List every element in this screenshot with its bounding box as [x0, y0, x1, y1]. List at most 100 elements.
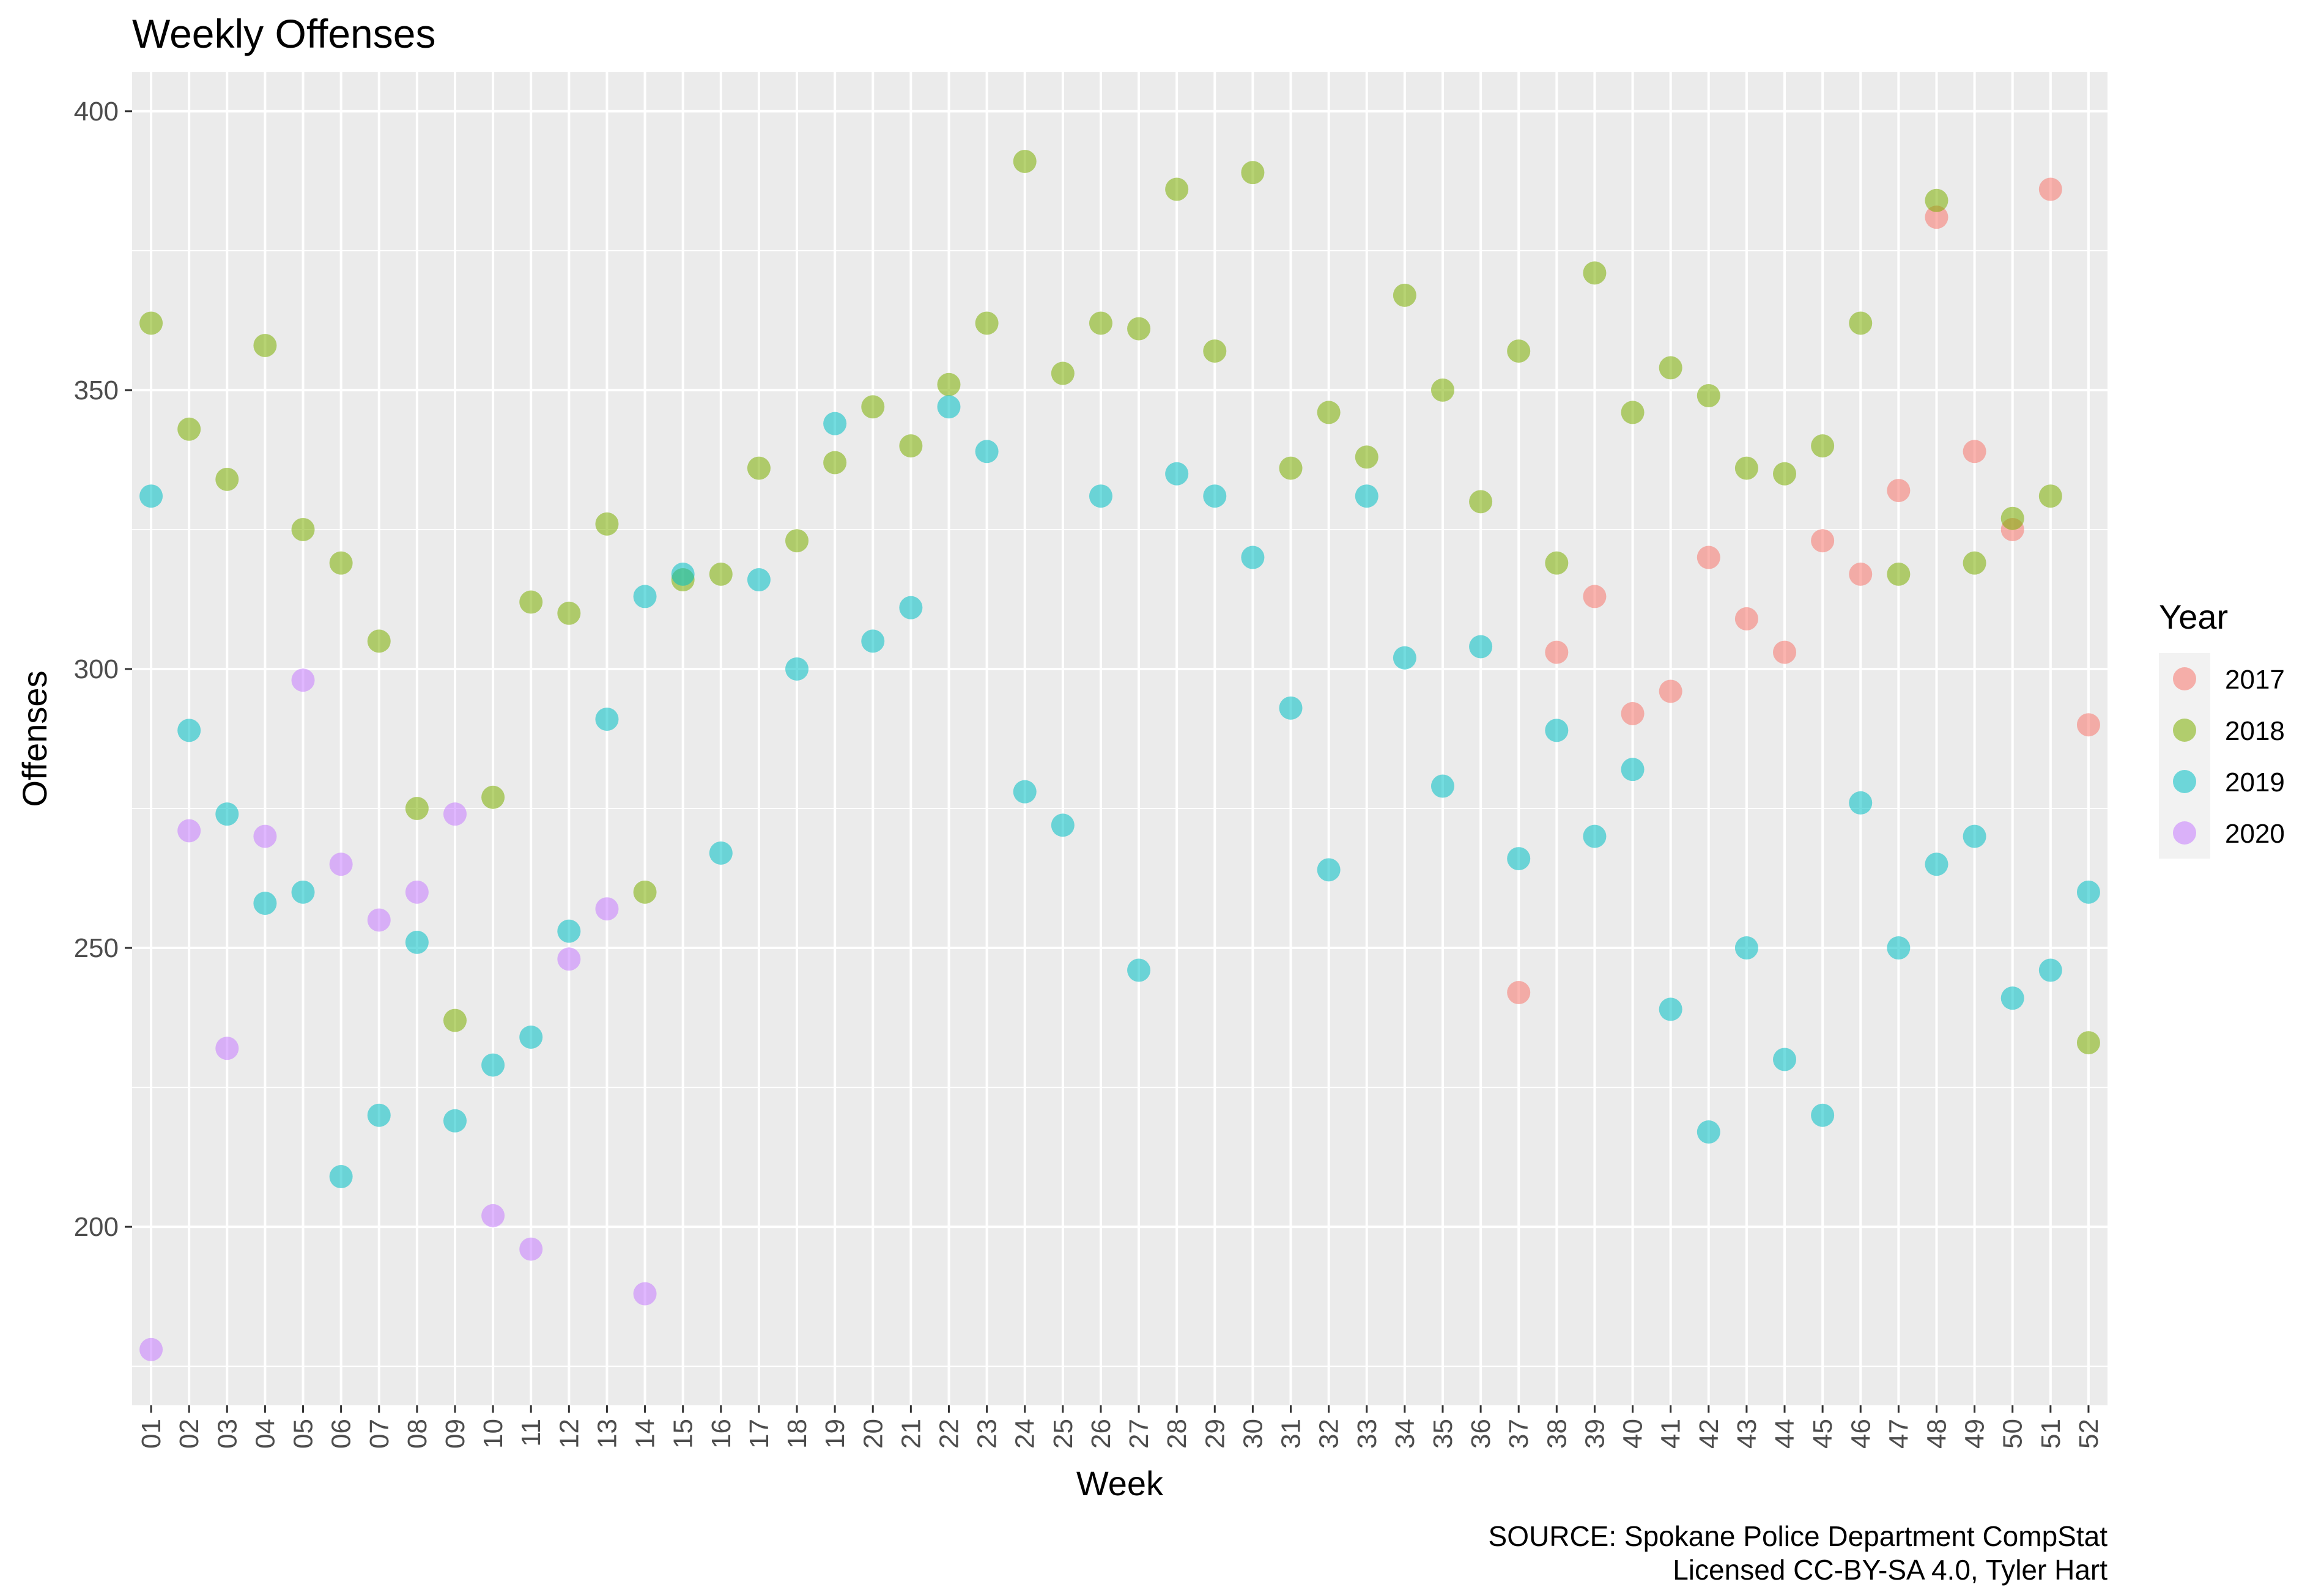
point-2018-week-37 [1507, 339, 1531, 363]
point-2018-week-45 [1811, 434, 1835, 458]
point-2018-week-46 [1849, 311, 1873, 335]
point-2018-week-44 [1773, 462, 1797, 486]
point-2018-week-02 [177, 417, 201, 441]
point-2018-week-23 [975, 311, 999, 335]
point-2020-week-11 [519, 1237, 543, 1261]
x-tick-label: 27 [1124, 1419, 1154, 1449]
x-tick-label: 32 [1314, 1419, 1344, 1449]
x-tick-label: 33 [1352, 1419, 1382, 1449]
point-2020-week-05 [291, 668, 315, 692]
point-2018-week-11 [519, 590, 543, 614]
x-tick-label: 31 [1276, 1419, 1306, 1449]
y-tick-label: 350 [74, 375, 119, 405]
x-tick-label: 52 [2074, 1419, 2104, 1449]
point-2017-week-48 [1925, 205, 1948, 229]
point-2018-week-05 [291, 517, 315, 541]
grid-major [132, 72, 2108, 1405]
point-2017-week-45 [1811, 529, 1835, 553]
x-tick-label: 09 [440, 1419, 470, 1449]
point-2018-week-01 [139, 311, 163, 335]
source-caption: SOURCE: Spokane Police Department CompSt… [1489, 1520, 2108, 1552]
point-2019-week-11 [519, 1025, 543, 1049]
point-2019-week-19 [823, 412, 847, 435]
point-2019-week-22 [937, 395, 961, 419]
x-tick-label: 19 [820, 1419, 850, 1449]
point-2018-week-27 [1127, 317, 1151, 341]
x-tick-label: 15 [668, 1419, 698, 1449]
point-2019-week-01 [139, 484, 163, 508]
point-2019-week-36 [1469, 635, 1493, 659]
point-2018-week-31 [1279, 456, 1303, 480]
legend-title: Year [2159, 597, 2228, 636]
point-2018-week-19 [823, 451, 847, 475]
x-tick-label: 28 [1162, 1419, 1192, 1449]
point-2018-week-32 [1317, 401, 1341, 424]
y-tick-label: 300 [74, 654, 119, 684]
point-2017-week-38 [1545, 640, 1569, 664]
x-tick-label: 05 [289, 1419, 319, 1449]
x-tick-label: 41 [1656, 1419, 1686, 1449]
point-2019-week-29 [1203, 484, 1227, 508]
point-2018-week-24 [1013, 149, 1037, 173]
point-2019-week-38 [1545, 719, 1569, 742]
point-2019-week-09 [443, 1109, 467, 1133]
point-2019-week-51 [2038, 958, 2062, 982]
point-2020-week-09 [443, 802, 467, 826]
x-tick-label: 21 [896, 1419, 926, 1449]
point-2019-week-39 [1583, 824, 1607, 848]
x-tick-label: 34 [1390, 1419, 1420, 1449]
legend-label-2020: 2020 [2225, 819, 2285, 849]
point-2018-week-40 [1621, 401, 1645, 424]
x-tick-label: 12 [554, 1419, 584, 1449]
point-2018-week-22 [937, 372, 961, 396]
x-tick-label: 48 [1922, 1419, 1952, 1449]
point-2019-week-40 [1621, 758, 1645, 782]
x-axis-ticks: 01 02 03 04 05 06 07 08 09 10 11 12 13 14 15 16 17 18 19 20… [136, 1405, 2104, 1449]
data-points [139, 149, 2100, 1361]
point-2019-week-35 [1430, 774, 1454, 798]
point-2017-week-51 [2038, 177, 2062, 201]
x-tick-label: 43 [1732, 1419, 1762, 1449]
point-2019-week-34 [1393, 646, 1416, 670]
point-2020-week-10 [481, 1204, 505, 1227]
x-tick-label: 36 [1466, 1419, 1496, 1449]
legend-key-2019 [2173, 770, 2196, 793]
x-tick-label: 23 [972, 1419, 1002, 1449]
plot-panel [132, 72, 2108, 1405]
point-2017-week-37 [1507, 981, 1531, 1005]
point-2019-week-44 [1773, 1048, 1797, 1071]
point-2018-week-42 [1697, 384, 1720, 408]
x-tick-label: 20 [858, 1419, 888, 1449]
legend-label-2019: 2019 [2225, 767, 2285, 797]
point-2018-week-17 [747, 456, 771, 480]
point-2019-week-48 [1925, 852, 1948, 876]
point-2019-week-23 [975, 440, 999, 464]
point-2019-week-08 [405, 930, 429, 954]
point-2019-week-31 [1279, 696, 1303, 720]
legend-key-2017 [2173, 667, 2196, 690]
x-tick-label: 26 [1086, 1419, 1116, 1449]
x-tick-label: 24 [1010, 1419, 1040, 1449]
x-tick-label: 40 [1618, 1419, 1648, 1449]
x-tick-label: 42 [1694, 1419, 1724, 1449]
point-2019-week-20 [861, 629, 885, 653]
x-tick-label: 51 [2036, 1419, 2066, 1449]
point-2019-week-27 [1127, 958, 1151, 982]
x-tick-label: 16 [706, 1419, 736, 1449]
point-2018-week-41 [1659, 356, 1682, 380]
point-2019-week-06 [329, 1165, 353, 1189]
x-tick-label: 01 [136, 1419, 166, 1449]
point-2018-week-26 [1089, 311, 1112, 335]
license-caption: Licensed CC-BY-SA 4.0, Tyler Hart [1673, 1554, 2108, 1586]
point-2018-week-07 [367, 629, 391, 653]
point-2019-week-32 [1317, 858, 1341, 882]
chart-title: Weekly Offenses [132, 11, 435, 56]
point-2019-week-18 [785, 657, 809, 681]
point-2020-week-07 [367, 908, 391, 932]
point-2018-week-08 [405, 797, 429, 821]
point-2018-week-04 [253, 333, 277, 357]
y-tick-label: 400 [74, 97, 119, 127]
x-tick-label: 07 [365, 1419, 394, 1449]
x-tick-label: 10 [478, 1419, 508, 1449]
x-tick-label: 06 [327, 1419, 357, 1449]
